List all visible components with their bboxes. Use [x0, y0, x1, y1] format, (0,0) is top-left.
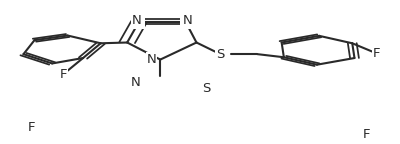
- Text: N: N: [146, 53, 156, 66]
- Text: S: S: [202, 82, 211, 95]
- Text: F: F: [28, 121, 35, 134]
- Text: F: F: [60, 68, 67, 81]
- Text: N: N: [132, 14, 142, 27]
- Text: N: N: [183, 14, 192, 27]
- Text: N: N: [131, 76, 140, 89]
- Text: N: N: [180, 15, 190, 28]
- Text: F: F: [363, 128, 370, 141]
- Text: F: F: [373, 47, 380, 60]
- Text: S: S: [216, 48, 224, 61]
- Text: N: N: [134, 15, 144, 28]
